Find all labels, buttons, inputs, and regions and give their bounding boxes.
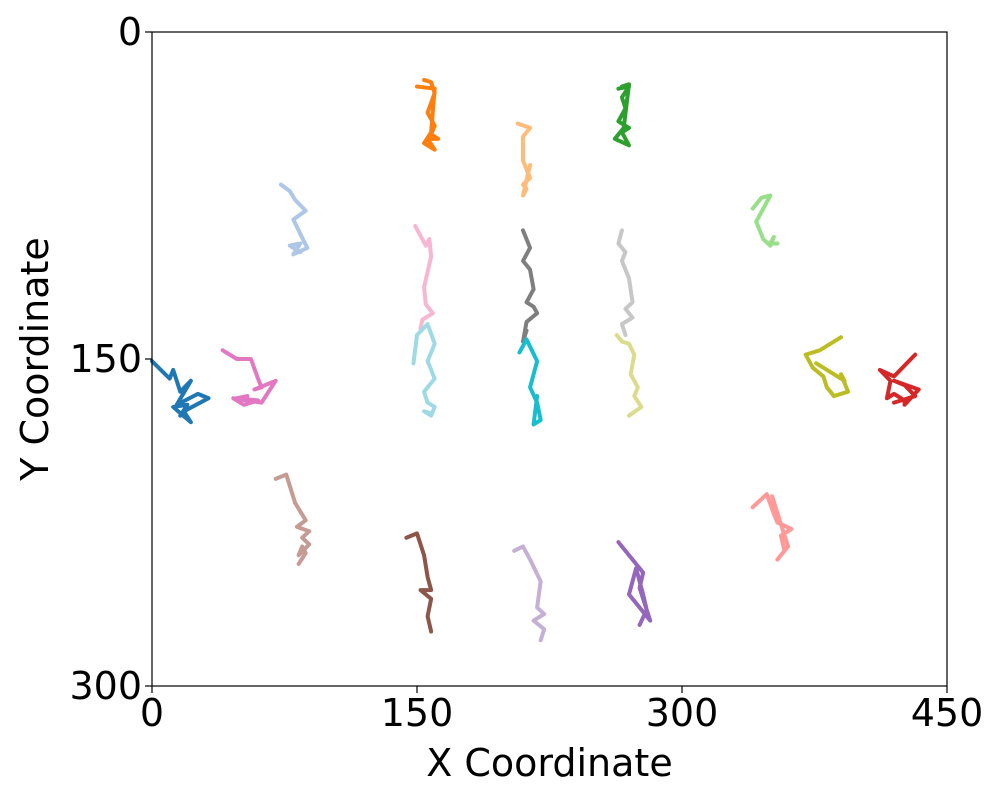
trajectory-line-20 [616, 540, 653, 627]
trajectory-line-1 [150, 359, 211, 425]
trajectory-line-14 [803, 335, 851, 399]
trajectory-line-17 [750, 492, 794, 562]
trajectory-line-4 [515, 121, 533, 198]
trajectory-line-9 [616, 228, 635, 338]
plot-area-frame [151, 31, 948, 687]
trajectory-line-2 [278, 182, 310, 257]
trajectory-line-10 [220, 348, 278, 407]
trajectory-line-7 [413, 224, 435, 331]
x-axis-label: X Coordinate [426, 741, 672, 785]
x-tick-label: 0 [140, 691, 164, 735]
trajectory-line-12 [517, 337, 543, 427]
y-tick-label: 300 [69, 664, 142, 708]
y-tick-label: 0 [118, 10, 142, 54]
tick-layer: 0 150 300 450 0 150 300 [69, 10, 983, 735]
trajectory-layer [150, 77, 921, 643]
trajectory-line-16 [273, 472, 312, 566]
y-tick-label: 150 [69, 337, 142, 381]
y-axis-label: Y Coordinate [13, 237, 57, 482]
trajectory-line-11 [411, 322, 437, 418]
trajectory-line-6 [750, 193, 780, 248]
trajectory-line-15 [877, 352, 921, 407]
trajectory-line-5 [612, 82, 631, 148]
trajectory-line-3 [415, 77, 441, 152]
x-tick-label: 300 [646, 691, 719, 735]
trajectory-line-19 [512, 544, 547, 643]
trajectory-line-8 [521, 228, 540, 344]
trajectory-line-13 [614, 333, 644, 418]
trajectory-line-18 [404, 531, 434, 634]
x-tick-label: 150 [381, 691, 454, 735]
x-tick-label: 450 [911, 691, 984, 735]
